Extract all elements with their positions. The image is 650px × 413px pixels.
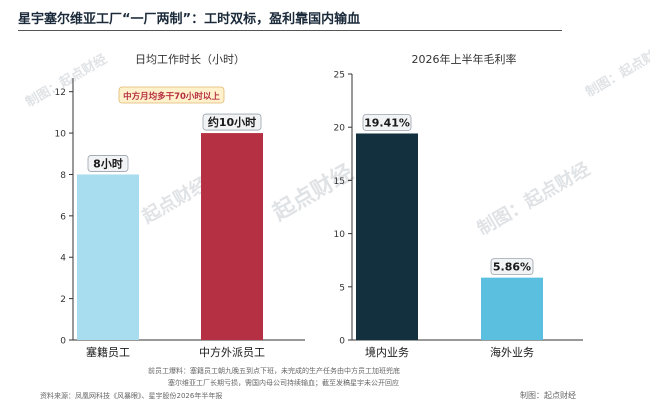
y-tick-label: 6: [60, 212, 66, 222]
data-label-box: [202, 113, 262, 131]
y-tick-label: 25: [334, 71, 345, 81]
gross-margin-bars: 19.41% 境内业务 5.86% 海外业务: [356, 114, 543, 359]
y-tick-label: 0: [60, 337, 66, 347]
y-tick-label: 20: [334, 124, 346, 134]
y-tick-label: 4: [60, 254, 66, 264]
annotation-text: 中方月均多干70小时以上: [123, 91, 220, 102]
data-source: 资料来源：凤凰网科技《风暴眼》、星宇股份2026年半年报: [40, 392, 223, 400]
category-label: 海外业务: [490, 345, 534, 359]
footnote-line1: 前员工爆料：塞籍员工朝九晚五到点下班，未完成的生产任务由中方员工加班兜底: [148, 367, 400, 375]
y-tick-label: 5: [339, 283, 345, 293]
bar: [201, 133, 263, 340]
data-label: 19.41%: [364, 116, 410, 129]
category-label: 境内业务: [365, 345, 409, 359]
bar: [481, 277, 543, 340]
category-label: 塞籍员工: [86, 345, 130, 359]
y-tick-label: 12: [55, 88, 66, 98]
title-divider: [18, 30, 562, 31]
y-tick-label: 10: [334, 230, 346, 240]
data-label-box: [87, 155, 129, 172]
y-tick-label: 0: [339, 337, 345, 347]
gross-margin-chart: 2026年上半年毛利率 0 5 10 15 20 25 19.41% 境内业务 5.86% 海外…: [334, 52, 583, 359]
y-tick-label: 15: [334, 177, 345, 187]
work-hours-chart-title: 日均工作时长（小时）: [135, 53, 245, 66]
y-tick-label: 8: [60, 171, 66, 181]
bar: [77, 174, 139, 340]
bar: [356, 133, 418, 340]
page-title: 星宇塞尔维亚工厂“一厂两制”：工时双标，盈利靠国内输血: [18, 12, 361, 27]
y-tick-label: 10: [55, 130, 67, 140]
data-label: 5.86%: [493, 261, 531, 274]
work-hours-annotation: 中方月均多干70小时以上: [118, 86, 225, 104]
y-tick-label: 2: [60, 295, 66, 305]
data-label: 8小时: [93, 156, 123, 170]
work-hours-y-ticks: 0 2 4 6 8 10 12: [55, 88, 73, 347]
data-label-box: [490, 258, 534, 276]
gross-margin-chart-title: 2026年上半年毛利率: [412, 52, 517, 66]
chart-credit: 制图：起点财经: [520, 391, 576, 400]
data-label-box: [362, 114, 412, 131]
category-label: 中方外派员工: [199, 345, 265, 359]
gross-margin-y-ticks: 0 5 10 15 20 25: [334, 71, 352, 347]
footnote-line2: 塞尔维亚工厂长期亏损，需国内母公司持续输血；截至发稿星宇未公开回应: [168, 379, 399, 387]
data-label: 约10小时: [208, 115, 256, 129]
annotation-box: [118, 86, 225, 104]
